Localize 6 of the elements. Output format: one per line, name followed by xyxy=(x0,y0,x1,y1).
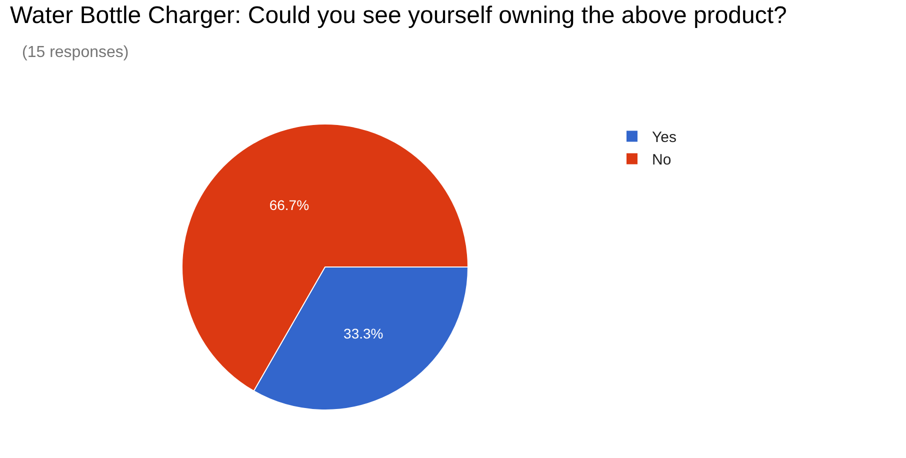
chart-subtitle: (15 responses) xyxy=(22,44,129,61)
data-label: 66.7% xyxy=(269,197,310,214)
legend-label: Yes xyxy=(652,129,676,146)
chart-title: Water Bottle Charger: Could you see yourself owning the above product? xyxy=(10,2,787,29)
legend-label: No xyxy=(652,152,672,169)
data-label: 33.3% xyxy=(344,325,384,342)
